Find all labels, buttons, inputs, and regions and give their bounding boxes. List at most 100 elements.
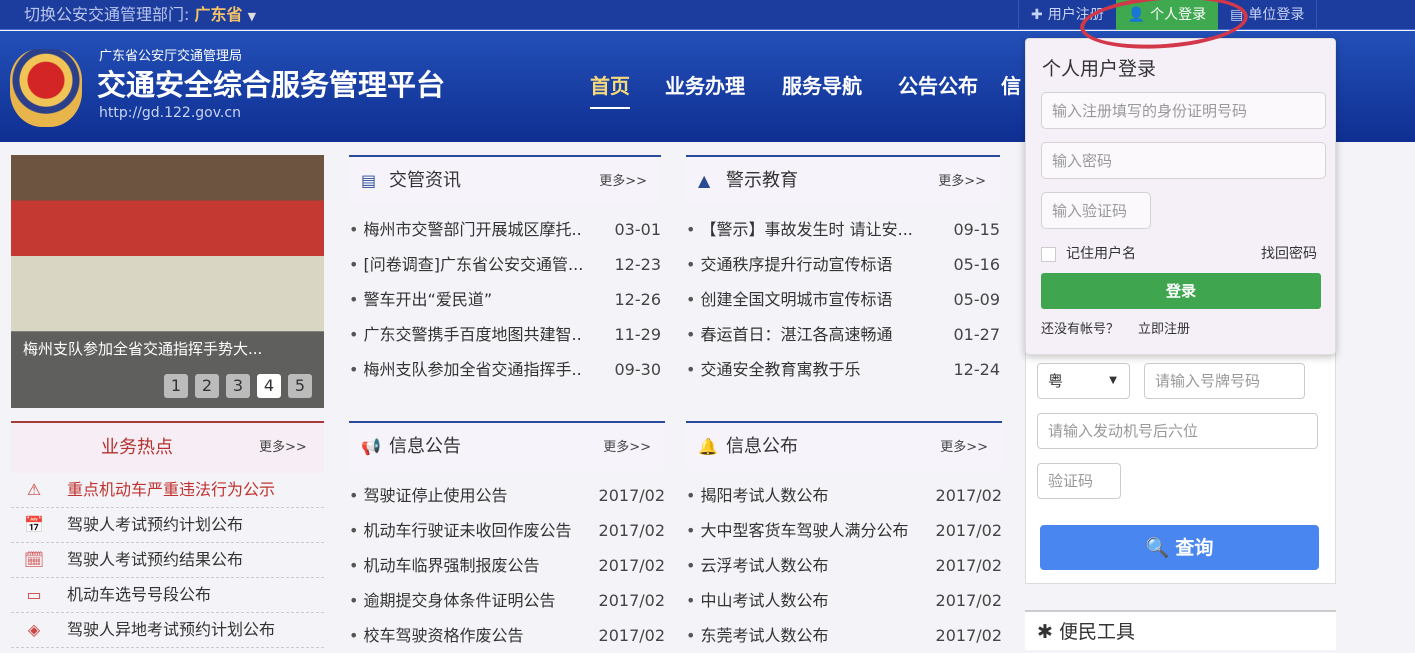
more-link[interactable]: 更多>> — [938, 174, 986, 189]
info-box: 🔔 信息公布 更多>> 揭阳考试人数公布2017/02大中型客货车驾驶人满分公布201… — [686, 421, 1002, 653]
item-date: 2017/02 — [598, 555, 665, 575]
remember-label: 记住用户名 — [1066, 246, 1136, 262]
item-date: 2017/02 — [598, 520, 665, 540]
remember-checkbox[interactable] — [1041, 247, 1056, 262]
list-item[interactable]: 梅州支队参加全省交通指挥手..09-30 — [349, 352, 661, 387]
top-bar: 切换公安交通管理部门: 广东省 ▼ ✚ 用户注册 👤 个人登录 ▤ 单位登录 — [0, 0, 1415, 30]
register-link[interactable]: ✚ 用户注册 — [1019, 0, 1116, 30]
item-date: 2017/02 — [935, 555, 1002, 575]
list-item[interactable]: 🗓 驾驶人考试预约结果公布 — [11, 543, 324, 578]
password-input[interactable]: 输入密码 — [1041, 142, 1326, 179]
item-date: 12-23 — [614, 254, 662, 274]
police-emblem-logo — [10, 49, 82, 127]
tools-section: ✱ 便民工具 — [1025, 610, 1336, 650]
item-date: 2017/02 — [935, 520, 1002, 540]
plate-input[interactable]: 请输入号牌号码 — [1144, 363, 1305, 399]
caret-down-icon: ▼ — [1109, 375, 1117, 386]
search-icon: 🔍 — [1145, 536, 1170, 559]
engine-number-input[interactable]: 请输入发动机号后六位 — [1037, 413, 1318, 449]
hot-topics: 业务热点 更多>> ⚠ 重点机动车严重违法行为公示 📅 驾驶人考试预约计划公布 🗓 驾驶… — [11, 421, 324, 648]
list-item[interactable]: ⚠ 重点机动车严重违法行为公示 — [11, 473, 324, 508]
list-item[interactable]: 梅州市交警部门开展城区摩托..03-01 — [349, 212, 661, 247]
item-date: 2017/02 — [598, 485, 665, 505]
warning-icon: ▲ — [698, 171, 711, 190]
forgot-password-link[interactable]: 找回密码 — [1261, 246, 1317, 262]
asterisk-icon: ✱ — [1037, 621, 1053, 643]
item-date: 03-01 — [614, 219, 662, 239]
personal-login-link[interactable]: 👤 个人登录 — [1115, 0, 1219, 30]
warning-car-icon: ⚠ — [26, 480, 42, 499]
department-switch[interactable]: 切换公安交通管理部门: 广东省 ▼ — [24, 5, 257, 24]
carousel-page-2[interactable]: 2 — [195, 374, 219, 398]
site-url: http://gd.122.gov.cn — [99, 105, 241, 121]
nav-service[interactable]: 服务导航 — [782, 74, 862, 98]
calendar-icon: 📅 — [24, 515, 44, 534]
query-captcha-input[interactable]: 验证码 — [1037, 463, 1121, 499]
nav-home[interactable]: 首页 — [590, 73, 630, 109]
building-icon: ▤ — [1230, 7, 1244, 23]
nav-business[interactable]: 业务办理 — [665, 74, 745, 98]
list-item[interactable]: 【警示】事故发生时 请让安...09-15 — [686, 212, 1000, 247]
nav-info[interactable]: 信 — [1001, 74, 1021, 98]
item-date: 12-24 — [953, 359, 1001, 379]
section-title: 信息公布 — [726, 436, 798, 457]
section-title: 信息公告 — [389, 436, 461, 457]
list-item[interactable]: ◈ 驾驶人异地考试预约计划公布 — [11, 613, 324, 648]
item-date: 12-26 — [614, 289, 662, 309]
carousel-page-4[interactable]: 4 — [257, 374, 281, 398]
list-item[interactable]: 警车开出“爱民道”12-26 — [349, 282, 661, 317]
id-number-input[interactable]: 输入注册填写的身份证明号码 — [1041, 92, 1326, 129]
register-now-link[interactable]: 立即注册 — [1138, 322, 1191, 337]
more-link[interactable]: 更多>> — [603, 440, 651, 455]
item-date: 11-29 — [614, 324, 662, 344]
carousel-page-1[interactable]: 1 — [164, 374, 188, 398]
warning-box: ▲ 警示教育 更多>> 【警示】事故发生时 请让安...09-15交通秩序提升行动宣传… — [686, 155, 1000, 387]
caret-down-icon: ▼ — [247, 10, 257, 23]
carousel-page-3[interactable]: 3 — [226, 374, 250, 398]
list-item[interactable]: [问卷调查]广东省公安交通管...12-23 — [349, 247, 661, 282]
section-title: 业务热点 — [101, 437, 173, 458]
carousel-page-5[interactable]: 5 — [288, 374, 312, 398]
list-item[interactable]: ▭ 机动车选号号段公布 — [11, 578, 324, 613]
item-date: 2017/02 — [935, 625, 1002, 645]
company-login-link[interactable]: ▤ 单位登录 — [1218, 0, 1316, 30]
login-popup: 个人用户登录 输入注册填写的身份证明号码 输入密码 输入验证码 记住用户名 找回… — [1025, 38, 1336, 355]
item-date: 05-09 — [953, 289, 1001, 309]
megaphone-icon: 📢 — [361, 437, 381, 456]
news-carousel[interactable]: 梅州支队参加全省交通指挥手势大... 1 2 3 4 5 — [11, 155, 324, 408]
login-button[interactable]: 登录 — [1041, 273, 1321, 309]
no-account-text: 还没有帐号？ — [1041, 322, 1120, 337]
list-item[interactable]: 广东交警携手百度地图共建智..11-29 — [349, 317, 661, 352]
province-select[interactable]: 广东省 — [194, 5, 243, 24]
province-select[interactable]: 粤 ▼ — [1037, 363, 1130, 399]
org-name: 广东省公安厅交通管理局 — [99, 49, 243, 64]
login-captcha-input[interactable]: 输入验证码 — [1041, 192, 1151, 229]
carousel-caption[interactable]: 梅州支队参加全省交通指挥手势大... — [23, 340, 263, 358]
calendar-edit-icon: 🗓 — [23, 550, 45, 569]
item-date: 2017/02 — [598, 590, 665, 610]
nav-notice[interactable]: 公告公布 — [898, 74, 978, 98]
more-link[interactable]: 更多>> — [940, 440, 988, 455]
number-plate-icon: ▭ — [26, 585, 42, 604]
more-link[interactable]: 更多>> — [259, 440, 307, 455]
item-date: 01-27 — [953, 324, 1001, 344]
list-item[interactable]: 📅 驾驶人考试预约计划公布 — [11, 508, 324, 543]
more-link[interactable]: 更多>> — [599, 174, 647, 189]
query-button[interactable]: 🔍 查询 — [1040, 525, 1319, 570]
camera-icon: ◈ — [27, 620, 41, 639]
item-date: 05-16 — [953, 254, 1001, 274]
